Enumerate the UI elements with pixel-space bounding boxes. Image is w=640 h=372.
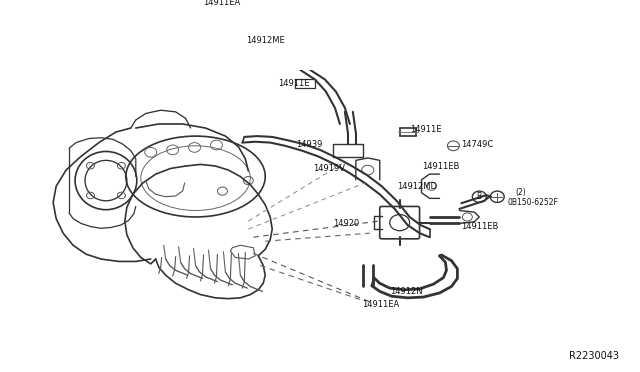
Text: B: B <box>477 192 482 201</box>
Text: 14911EA: 14911EA <box>203 0 241 7</box>
Text: 14939: 14939 <box>296 140 322 149</box>
Text: 14911EB: 14911EB <box>461 222 499 231</box>
Text: 14912N: 14912N <box>390 287 422 296</box>
Text: 0B150-6252F: 0B150-6252F <box>507 198 558 207</box>
Text: 14920: 14920 <box>333 219 360 228</box>
Text: 14911E: 14911E <box>410 125 441 134</box>
Text: 14919V: 14919V <box>313 164 345 173</box>
Text: 14912ME: 14912ME <box>246 36 285 45</box>
Text: 14911EB: 14911EB <box>422 162 460 171</box>
Text: 14912MD: 14912MD <box>397 182 438 191</box>
Text: 14911E: 14911E <box>278 79 310 88</box>
Text: 14911EA: 14911EA <box>362 300 399 309</box>
Text: R2230043: R2230043 <box>569 351 619 361</box>
Text: 14749C: 14749C <box>461 140 493 149</box>
Text: (2): (2) <box>515 188 526 197</box>
